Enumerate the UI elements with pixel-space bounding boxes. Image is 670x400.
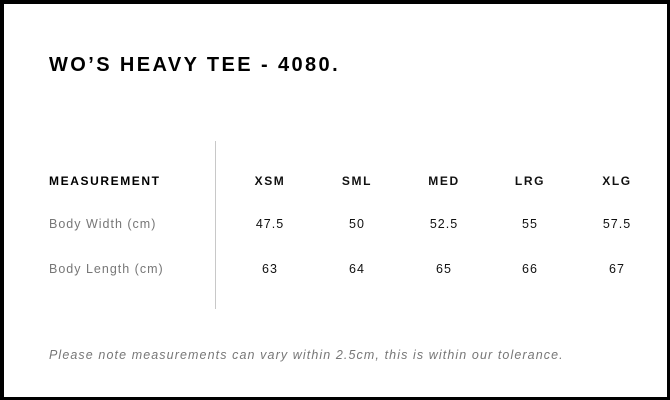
header-size: SML (341, 174, 373, 188)
table-cell: 65 (436, 262, 452, 276)
table-cell: 50 (349, 217, 365, 231)
column-divider (215, 141, 216, 309)
header-size: LRG (514, 174, 546, 188)
row-label: Body Length (cm) (49, 262, 164, 276)
header-size: XLG (602, 174, 632, 188)
table-cell: 52.5 (429, 217, 459, 231)
tolerance-note: Please note measurements can vary within… (49, 348, 564, 362)
header-size: XSM (254, 174, 286, 188)
table-cell: 67 (609, 262, 625, 276)
page-title: WO’S HEAVY TEE - 4080. (49, 54, 341, 76)
table-cell: 57.5 (602, 217, 632, 231)
row-label: Body Width (cm) (49, 217, 157, 231)
table-cell: 64 (349, 262, 365, 276)
table-cell: 47.5 (255, 217, 285, 231)
table-cell: 63 (262, 262, 278, 276)
table-cell: 66 (522, 262, 538, 276)
header-measurement: MEASUREMENT (49, 174, 161, 188)
table-cell: 55 (522, 217, 538, 231)
header-size: MED (428, 174, 460, 188)
